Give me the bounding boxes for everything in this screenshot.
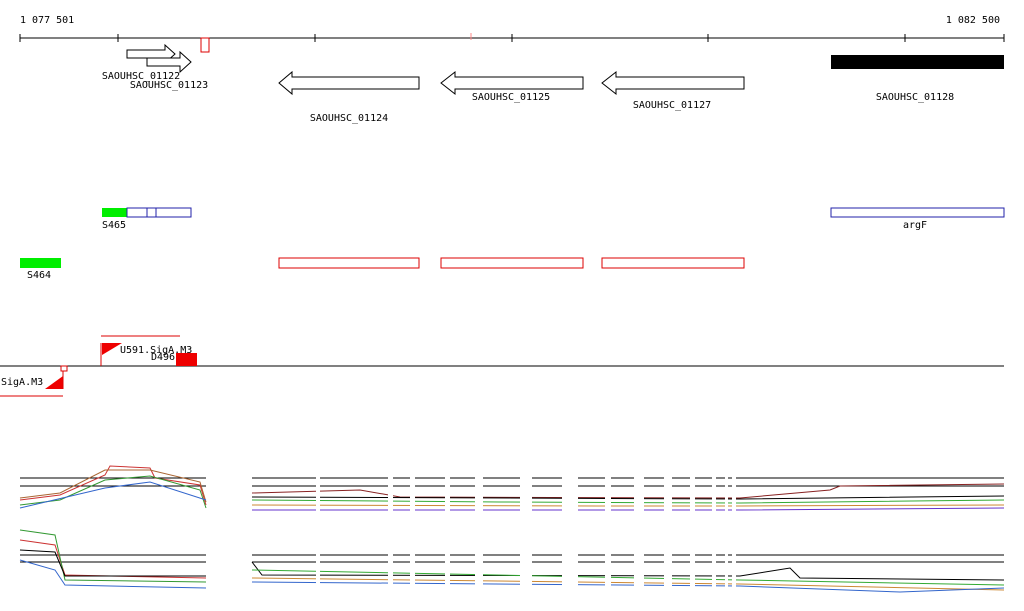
gene-label: SAOUHSC_01127 (633, 100, 711, 111)
expression-tracks (19, 465, 1005, 593)
feature-box (830, 207, 1005, 218)
gene-arrow (601, 70, 745, 96)
promoter-flag (102, 343, 122, 355)
promoter-label: U591.SigA.M3 (120, 345, 192, 356)
feature-boxes (278, 257, 745, 269)
small-feature (200, 37, 210, 53)
gene-label: SAOUHSC_01125 (472, 92, 550, 103)
feature-block (102, 208, 127, 217)
gene-label: SAOUHSC_01123 (130, 80, 208, 91)
gene-label: SAOUHSC_01124 (310, 113, 388, 124)
promoter-flag (45, 376, 63, 389)
ruler-start: 1 077 501 (20, 15, 74, 26)
feature-label: S464 (27, 270, 51, 281)
track-gaps (316, 470, 736, 600)
feature-block (20, 258, 61, 268)
feature-label: argF (903, 220, 927, 231)
gene-arrow (146, 50, 192, 74)
promoter-block (176, 353, 197, 366)
gene-label: SAOUHSC_01122 (102, 71, 180, 82)
feature-box (126, 207, 192, 218)
ruler (19, 33, 1005, 42)
gene-label: SAOUHSC_01128 (876, 92, 954, 103)
ruler-end: 1 082 500 (946, 15, 1000, 26)
feature-label: S465 (102, 220, 126, 231)
gene-arrow (440, 70, 584, 96)
promoter-label: D496 (151, 352, 175, 363)
promoter-label: SigA.M3 (1, 377, 43, 388)
gene-block (831, 55, 1004, 69)
gene-arrow (278, 70, 420, 96)
gene-arrows (126, 43, 745, 96)
